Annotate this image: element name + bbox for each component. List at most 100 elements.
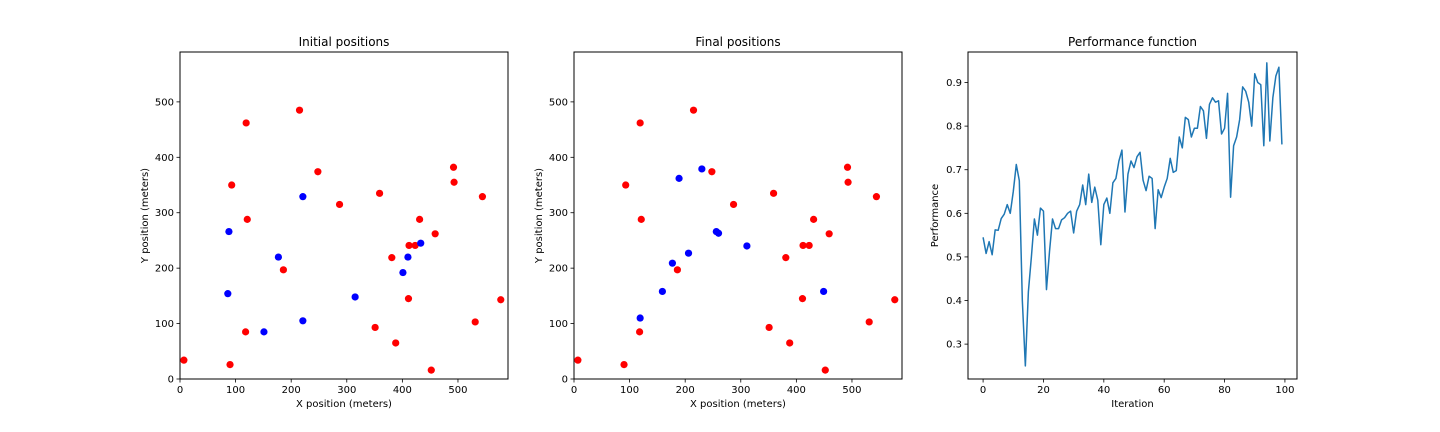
scatter-point-red (242, 119, 250, 127)
y-tick-label: 0.9 (946, 78, 962, 89)
scatter-point-red (786, 339, 794, 347)
x-tick-label: 300 (337, 385, 356, 396)
scatter-point-red (673, 266, 682, 274)
x-tick-label: 100 (620, 385, 639, 396)
x-tick-label: 60 (1158, 385, 1171, 396)
scatter-point-blue (224, 290, 232, 298)
y-tick-label: 0 (562, 375, 568, 386)
x-axis-label: X position (meters) (690, 399, 786, 410)
scatter-point-red (637, 215, 645, 223)
scatter-point-red (843, 163, 852, 171)
scatter-point-red (636, 328, 644, 336)
x-tick-label: 100 (1275, 385, 1294, 396)
axis-ticks: 0 100 200 300 400 500 0 100 200 300 400 500 (155, 97, 468, 396)
plot-area-frame (179, 51, 509, 380)
x-tick-label: 40 (1097, 385, 1110, 396)
x-tick-label: 200 (282, 385, 301, 396)
scatter-point-red (622, 181, 630, 189)
scatter-point-blue (714, 229, 723, 237)
scatter-point-blue (404, 253, 412, 261)
chart-title: Performance function (1068, 35, 1197, 49)
scatter-point-red (411, 241, 419, 250)
x-tick-label: 400 (787, 385, 806, 396)
x-axis-label: X position (meters) (296, 399, 392, 410)
x-tick-label: 0 (177, 385, 183, 396)
y-tick-label: 500 (155, 97, 174, 108)
y-tick-label: 0.3 (946, 340, 962, 351)
scatter-point-blue (351, 293, 359, 301)
x-axis-label: Iteration (1111, 399, 1153, 410)
final-positions-panel: Final positions X position (meters) Y po… (534, 35, 903, 410)
scatter-point-red (226, 360, 234, 369)
scatter-point-red (765, 323, 773, 332)
scatter-point-red (708, 168, 716, 176)
data-series (982, 62, 1283, 367)
scatter-point-red (416, 215, 424, 223)
x-tick-label: 20 (1037, 385, 1050, 396)
scatter-point-red (810, 215, 818, 223)
scatter-point-red (180, 356, 188, 364)
scatter-point-red (471, 318, 479, 326)
scatter-point-blue (820, 287, 828, 296)
scatter-point-red (891, 296, 899, 304)
scatter-point-red (636, 119, 644, 127)
scatter-point-red (799, 241, 807, 250)
scatter-point-red (404, 295, 413, 303)
scatter-point-red (314, 168, 322, 176)
scatter-point-red (620, 360, 628, 369)
scatter-point-red (769, 189, 778, 197)
scatter-point-red (242, 328, 250, 336)
performance-function-panel: Performance function Iteration Performan… (930, 35, 1298, 410)
axis-ticks: 0 100 200 300 400 500 0 100 200 300 400 500 (549, 97, 862, 396)
scatter-point-red (279, 266, 288, 274)
y-tick-label: 0.8 (946, 122, 962, 133)
axis-ticks: 0 20 40 60 80 100 0.3 0.4 0.5 0.6 0.7 0.8 0.9 (946, 78, 1294, 396)
scatter-point-blue (399, 268, 407, 277)
scatter-point-red (825, 230, 833, 238)
scatter-point-red (371, 323, 379, 332)
x-tick-label: 300 (731, 385, 750, 396)
y-tick-label: 300 (549, 208, 568, 219)
scatter-point-red (872, 193, 881, 201)
scatter-point-red (405, 241, 413, 250)
scatter-point-blue (299, 193, 307, 201)
line-series-performance (982, 62, 1283, 367)
scatter-point-blue (658, 287, 666, 296)
chart-title: Final positions (695, 35, 780, 49)
chart-title: Initial positions (299, 35, 390, 49)
scatter-point-red (478, 193, 487, 201)
y-tick-label: 400 (549, 153, 568, 164)
scatter-point-red (243, 215, 251, 223)
scatter-point-red (295, 106, 304, 114)
x-tick-label: 0 (571, 385, 577, 396)
x-tick-label: 100 (226, 385, 245, 396)
scatter-point-red (449, 163, 458, 171)
scatter-point-blue (684, 249, 693, 257)
y-tick-label: 400 (155, 153, 174, 164)
scatter-point-blue (225, 227, 233, 236)
scatter-point-blue (274, 253, 282, 261)
y-tick-label: 0.6 (946, 209, 962, 220)
scatter-point-blue (698, 165, 706, 173)
scatter-point-red (228, 181, 236, 189)
x-tick-label: 500 (448, 385, 467, 396)
y-tick-label: 200 (549, 264, 568, 275)
scatter-point-blue (260, 328, 268, 336)
scatter-point-red (689, 106, 698, 114)
plot-area-frame (573, 51, 903, 380)
x-tick-label: 500 (842, 385, 861, 396)
scatter-point-red (392, 339, 400, 347)
initial-positions-panel: Initial positions X position (meters) Y … (140, 35, 509, 410)
scatter-point-red (865, 318, 873, 326)
scatter-point-red (844, 178, 852, 186)
y-tick-label: 500 (549, 97, 568, 108)
scatter-point-red (388, 254, 396, 262)
scatter-point-red (782, 254, 790, 262)
y-tick-label: 200 (155, 264, 174, 275)
scatter-point-red (427, 366, 435, 374)
scatter-point-red (431, 230, 439, 238)
scatter-point-red (805, 241, 813, 250)
scatter-point-red (729, 200, 738, 209)
x-tick-label: 0 (980, 385, 986, 396)
